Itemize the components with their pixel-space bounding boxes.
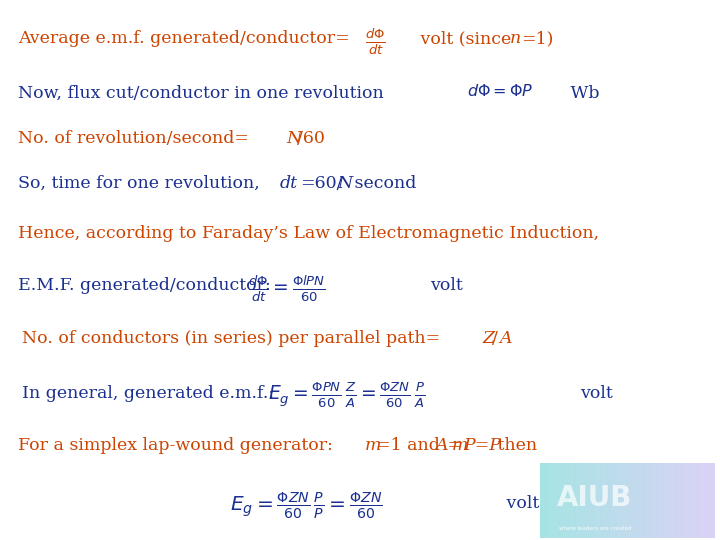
Text: second: second — [349, 175, 416, 192]
Text: For a simplex lap-wound generator:: For a simplex lap-wound generator: — [18, 437, 338, 454]
Text: In general, generated e.m.f.:: In general, generated e.m.f.: — [22, 385, 274, 402]
Text: volt: volt — [490, 495, 539, 512]
Text: volt: volt — [580, 385, 613, 402]
Text: $\frac{d\Phi}{dt} = \frac{\Phi lPN}{60}$: $\frac{d\Phi}{dt} = \frac{\Phi lPN}{60}$ — [248, 273, 325, 304]
Text: dt: dt — [280, 175, 298, 192]
Text: $E_g = \frac{\Phi ZN}{60}\,\frac{P}{P} = \frac{\Phi ZN}{60}$: $E_g = \frac{\Phi ZN}{60}\,\frac{P}{P} =… — [230, 491, 383, 521]
Text: N: N — [286, 130, 301, 147]
Text: Now, flux cut/conductor in one revolution: Now, flux cut/conductor in one revolutio… — [18, 85, 384, 102]
Text: then: then — [492, 437, 537, 454]
Text: $E_g = \frac{\Phi PN}{60}\,\frac{Z}{A} = \frac{\Phi ZN}{60}\,\frac{P}{A}$: $E_g = \frac{\Phi PN}{60}\,\frac{Z}{A} =… — [268, 381, 425, 410]
Text: where leaders are created: where leaders are created — [559, 525, 631, 530]
Text: E.M.F. generated/conductor:: E.M.F. generated/conductor: — [18, 277, 271, 294]
Text: A=: A= — [435, 437, 462, 454]
Text: volt: volt — [430, 277, 463, 294]
Text: Hence, according to Faraday’s Law of Electromagnetic Induction,: Hence, according to Faraday’s Law of Ele… — [18, 225, 599, 242]
Text: =1 and: =1 and — [376, 437, 446, 454]
Text: $\frac{d\Phi}{dt}$: $\frac{d\Phi}{dt}$ — [365, 26, 386, 57]
Text: /60: /60 — [297, 130, 325, 147]
Text: AIUB: AIUB — [557, 484, 633, 512]
Text: Z: Z — [482, 330, 494, 347]
Text: N: N — [337, 175, 352, 192]
Text: Wb: Wb — [565, 85, 600, 102]
Text: $d\Phi = \Phi P$: $d\Phi = \Phi P$ — [467, 83, 534, 100]
Text: n: n — [510, 30, 521, 47]
Text: Average e.m.f. generated/conductor=: Average e.m.f. generated/conductor= — [18, 30, 350, 47]
Text: So, time for one revolution,: So, time for one revolution, — [18, 175, 265, 192]
Text: =60/: =60/ — [300, 175, 343, 192]
Text: /: / — [492, 330, 498, 347]
Text: No. of revolution/second=: No. of revolution/second= — [18, 130, 254, 147]
Text: m: m — [365, 437, 382, 454]
Text: volt (since: volt (since — [415, 30, 517, 47]
Text: =1): =1) — [521, 30, 554, 47]
Text: A: A — [499, 330, 511, 347]
Text: P=P: P=P — [463, 437, 501, 454]
Text: No. of conductors (in series) per parallel path=: No. of conductors (in series) per parall… — [22, 330, 446, 347]
Text: m: m — [452, 437, 469, 454]
